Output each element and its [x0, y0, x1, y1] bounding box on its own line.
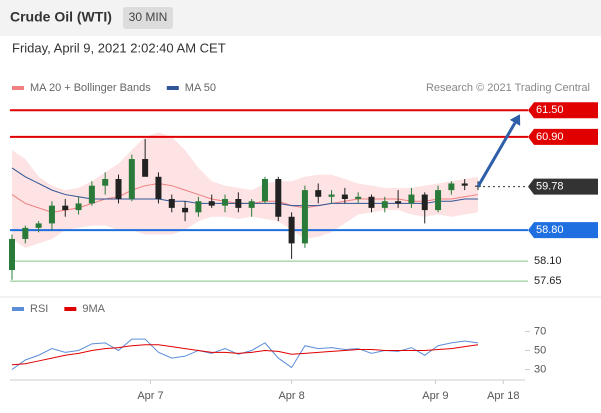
candle-body	[448, 183, 455, 191]
candle-body	[408, 194, 415, 204]
candle-body	[155, 176, 162, 199]
forecast-arrowhead	[509, 114, 521, 126]
timestamp: Friday, April 9, 2021 2:02:40 AM CET	[12, 40, 226, 55]
candle-body	[208, 201, 215, 206]
candle-body	[182, 207, 189, 213]
bollinger-band	[11, 132, 479, 248]
level-label: 61.50	[536, 104, 564, 116]
level-tag	[528, 222, 598, 239]
candle-body	[355, 196, 362, 199]
legend-swatch	[166, 86, 179, 90]
header-bar	[0, 0, 601, 36]
legend-label: 9MA	[82, 303, 105, 315]
level-tag	[528, 178, 598, 195]
candle-body	[328, 194, 335, 197]
candle-body	[168, 198, 175, 208]
interval-label[interactable]: 30 MIN	[129, 10, 168, 24]
indicator-line	[11, 338, 479, 370]
y-tick-label: 50	[534, 344, 546, 356]
interval-badge[interactable]	[123, 7, 173, 29]
candle-body	[75, 203, 82, 211]
candle-body	[395, 201, 402, 204]
instrument-title: Crude Oil (WTI)	[10, 9, 112, 25]
level-label: 59.78	[536, 180, 564, 192]
candle-body	[88, 185, 95, 204]
level-tag	[528, 102, 598, 119]
candle-body	[248, 201, 255, 208]
level-label: 57.65	[534, 275, 562, 287]
candle-body	[128, 159, 135, 199]
candle-body	[341, 194, 348, 199]
candle-body	[115, 179, 122, 199]
candle-body	[301, 190, 308, 244]
level-label: 60.90	[536, 131, 564, 143]
candle-body	[381, 201, 388, 208]
candle-body	[142, 159, 149, 177]
candle-body	[235, 198, 242, 208]
legend-swatch	[64, 307, 77, 311]
candle-body	[222, 198, 229, 206]
candle-body	[8, 238, 15, 271]
candle-body	[275, 179, 282, 217]
level-label: 58.10	[534, 255, 562, 267]
forecast-arrow	[476, 122, 517, 188]
level-label: 58.80	[536, 224, 564, 236]
y-tick-label: 30	[534, 363, 546, 375]
x-tick-label: Apr 8	[278, 390, 304, 402]
legend-label: MA 50	[185, 82, 216, 94]
x-tick-label: Apr 9	[422, 390, 448, 402]
y-tick-label: 70	[534, 325, 546, 337]
candle-body	[461, 183, 468, 186]
candle-body	[195, 201, 202, 213]
candle-body	[261, 179, 268, 202]
indicator-line	[11, 344, 479, 366]
candle-body	[421, 194, 428, 211]
candle-body	[22, 227, 29, 239]
legend-label: RSI	[30, 303, 48, 315]
candle-body	[435, 190, 442, 211]
candle-body	[62, 205, 69, 211]
legend-label: MA 20 + Bollinger Bands	[30, 82, 151, 94]
candle-body	[48, 205, 55, 224]
candle-body	[35, 223, 42, 228]
legend-swatch	[12, 307, 24, 311]
x-tick-label: Apr 18	[487, 390, 519, 402]
credit: Research © 2021 Trading Central	[426, 82, 590, 94]
candle-body	[288, 216, 295, 244]
level-tag	[528, 128, 598, 145]
candle-body	[368, 196, 375, 208]
x-tick-label: Apr 7	[137, 390, 163, 402]
candle-body	[102, 179, 109, 186]
candle-body	[315, 190, 322, 197]
legend-swatch	[12, 86, 24, 90]
